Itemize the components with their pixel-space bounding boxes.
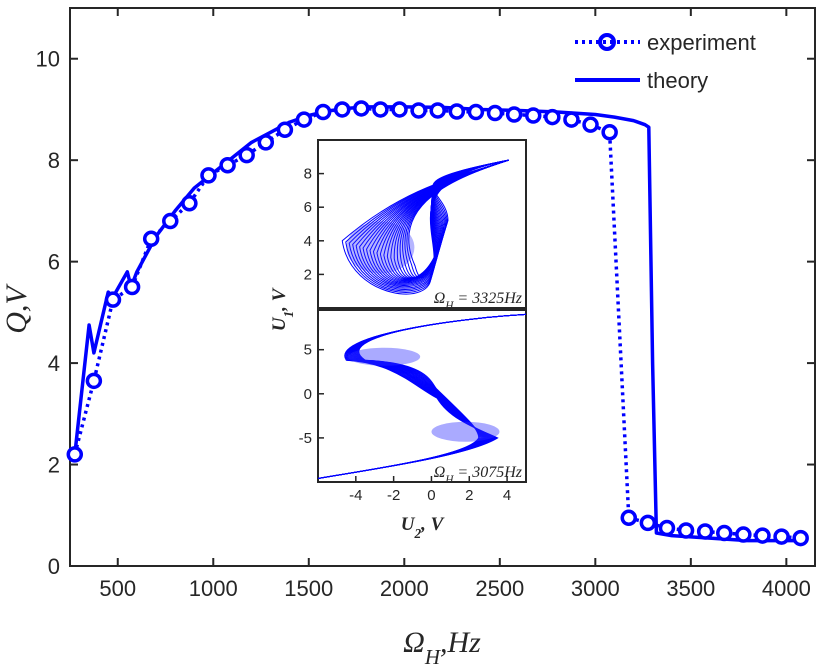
data-point-experiment: [467, 103, 485, 121]
data-point-experiment: [66, 446, 84, 463]
data-point-experiment: [754, 527, 771, 544]
data-point-experiment: [696, 523, 714, 540]
data-point-experiment: [601, 124, 618, 141]
data-point-experiment: [582, 116, 599, 133]
legend: experiment theory: [575, 30, 756, 93]
main-series: [66, 100, 809, 547]
data-point-experiment: [716, 524, 733, 542]
data-point-experiment: [85, 372, 103, 390]
inset-curves: [318, 313, 526, 479]
inset-orbit-core-lower: [431, 421, 500, 442]
inset-top-panel: 2 4 6 8 ΩH = 3325Hz: [304, 139, 527, 312]
data-point-experiment: [142, 230, 160, 248]
x-tick-label: 3500: [666, 576, 715, 601]
inset-y-tick-label: 8: [304, 166, 312, 183]
inset-annotation: ΩH = 3325Hz: [434, 290, 523, 312]
legend-marker-experiment: [598, 33, 616, 51]
data-point-experiment: [353, 100, 370, 117]
data-point-experiment: [524, 107, 542, 124]
inset-x-tick-label: 4: [503, 487, 511, 504]
x-tick-label: 4000: [762, 576, 811, 601]
data-point-experiment: [505, 106, 523, 123]
inset-bottom-panel: 5 0 -5 -4 -2 0 2 4ΩH = 3075Hz: [299, 309, 527, 504]
data-point-experiment: [639, 514, 657, 532]
main-y-axis-label: Q,V: [0, 283, 33, 334]
data-point-experiment: [276, 121, 294, 138]
x-tick-label: 1500: [284, 576, 333, 601]
data-point-experiment: [295, 111, 313, 128]
data-point-experiment: [219, 157, 236, 174]
inset-frame: [317, 309, 527, 483]
data-point-experiment: [773, 528, 790, 545]
x-tick-label: 2000: [380, 576, 429, 601]
inset-y-tick-label: 2: [304, 266, 312, 283]
y-tick-label: 8: [48, 148, 60, 173]
data-point-experiment: [181, 195, 198, 212]
data-point-experiment: [314, 103, 332, 121]
inset-x-axis-label: U2, V: [401, 514, 445, 541]
data-point-experiment: [104, 291, 122, 308]
inset-x-tick-label: 2: [465, 487, 473, 504]
inset-orbit-curve: [318, 313, 526, 479]
data-point-experiment: [410, 102, 427, 119]
data-point-experiment: [372, 101, 389, 118]
data-point-experiment: [391, 101, 408, 118]
y-tick-label: 0: [48, 554, 60, 579]
data-point-experiment: [620, 509, 637, 527]
y-tick-label: 2: [48, 453, 60, 478]
inset-y-tick-label: 6: [304, 199, 312, 216]
y-tick-label: 10: [36, 47, 60, 72]
data-point-experiment: [123, 278, 141, 296]
inset-annotation: ΩH = 3075Hz: [434, 464, 523, 486]
data-point-experiment: [162, 212, 179, 230]
inset-curves: [341, 159, 509, 295]
x-tick-label: 1000: [189, 576, 238, 601]
inset-y-tick-label: 0: [304, 386, 312, 403]
inset-y-tick-label: 4: [304, 233, 312, 250]
data-point-experiment: [658, 519, 676, 537]
data-point-experiment: [563, 111, 580, 128]
legend-label-theory: theory: [647, 68, 708, 93]
main-x-axis-label: ΩH,Hz: [403, 626, 481, 664]
data-point-experiment: [792, 529, 809, 547]
inset-orbit-core: [346, 221, 415, 274]
x-tick-label: 500: [99, 576, 136, 601]
y-tick-label: 6: [48, 250, 60, 275]
data-point-experiment: [238, 146, 255, 164]
inset-orbit-curve: [408, 159, 509, 279]
data-point-experiment: [257, 134, 275, 151]
inset-y-tick-label: -5: [299, 430, 312, 447]
y-tick-label: 4: [48, 351, 60, 376]
data-point-experiment: [677, 522, 695, 539]
inset-x-tick-label: -2: [387, 487, 400, 504]
inset-x-tick-label: -4: [349, 487, 362, 504]
inset-orbit-core-upper: [348, 347, 421, 366]
legend-label-experiment: experiment: [647, 30, 756, 55]
data-point-experiment: [735, 526, 752, 543]
data-point-experiment: [544, 108, 561, 126]
inset-y-axis-label: U1, V: [269, 287, 296, 331]
inset-x-tick-label: 0: [427, 487, 435, 504]
x-tick-label: 3000: [571, 576, 620, 601]
data-point-experiment: [333, 101, 351, 118]
inset-y-tick-label: 5: [304, 342, 312, 359]
data-point-experiment: [486, 104, 504, 122]
data-point-experiment: [448, 103, 466, 120]
x-tick-label: 2500: [475, 576, 524, 601]
data-point-experiment: [429, 102, 446, 119]
data-point-experiment: [200, 167, 217, 184]
